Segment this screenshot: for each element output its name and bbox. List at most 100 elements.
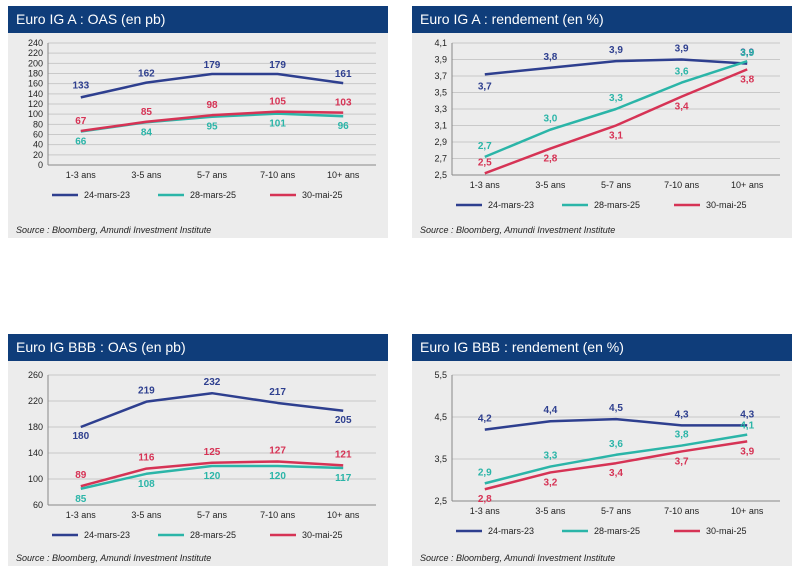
x-tick-label: 5-7 ans [197,170,228,180]
x-tick-label: 1-3 ans [470,180,501,190]
panel-a-yield: Euro IG A : rendement (en %) 2,5 2,7 2,9 3,… [412,6,792,238]
data-label: 2,9 [478,467,492,478]
data-label: 3,8 [740,74,754,85]
data-label: 180 [72,431,89,442]
legend-label: 30-mai-25 [706,200,747,210]
data-label: 108 [138,479,155,490]
data-label: 98 [206,100,218,111]
x-tick-label: 1-3 ans [66,510,97,520]
source-note: Source : Bloomberg, Amundi Investment In… [420,225,616,235]
y-tick-label: 2,9 [434,137,447,147]
data-label: 121 [335,449,352,460]
y-tick-label: 4,1 [434,38,447,48]
y-tick-label: 120 [28,99,43,109]
chart-area: 60 100 140 180 220 260 1-3 ans 3-5 ans 5-7 ans 7-… [8,361,388,566]
data-label: 96 [338,121,350,132]
data-label: 116 [138,453,155,464]
legend-label: 30-mai-25 [302,190,343,200]
series-line-2 [80,110,344,133]
x-tick-label: 5-7 ans [197,510,228,520]
data-label: 84 [141,127,153,138]
chart-title: Euro IG BBB : OAS (en pb) [8,334,388,361]
y-tick-label: 3,5 [434,454,447,464]
x-tick-label: 10+ ans [327,170,360,180]
x-tick-label: 1-3 ans [470,506,501,516]
y-tick-label: 3,5 [434,88,447,98]
source-note: Source : Bloomberg, Amundi Investment In… [16,225,212,235]
data-label: 3,2 [543,477,557,488]
data-label: 3,0 [543,114,557,125]
x-tick-label: 1-3 ans [66,170,97,180]
y-tick-label: 60 [33,130,43,140]
data-label: 3,6 [609,439,623,450]
series-line-1 [484,59,748,159]
data-label: 2,8 [543,154,557,165]
data-label: 3,8 [675,430,689,441]
data-label: 3,3 [543,451,557,462]
panel-a-oas: Euro IG A : OAS (en pb) 0 20 40 60 80 100 120 1… [8,6,388,238]
series-line-0 [80,72,344,99]
source-note: Source : Bloomberg, Amundi Investment In… [420,553,616,563]
y-tick-label: 220 [28,396,43,406]
chart-area: 2,5 3,5 4,5 5,5 1-3 ans 3-5 ans 5-7 ans 7-10 an… [412,361,792,566]
data-label: 3,4 [675,102,689,113]
chart-title: Euro IG A : rendement (en %) [412,6,792,33]
data-label: 103 [335,98,352,109]
y-tick-label: 2,5 [434,170,447,180]
x-tick-label: 3-5 ans [535,180,566,190]
y-tick-label: 180 [28,422,43,432]
data-label: 3,8 [543,52,557,63]
series-line-0 [80,391,344,429]
data-label: 2,5 [478,157,492,168]
y-tick-label: 3,7 [434,71,447,81]
data-label: 2,8 [478,494,492,505]
y-tick-label: 80 [33,119,43,129]
data-label: 95 [206,122,218,133]
x-tick-label: 7-10 ans [260,510,296,520]
y-tick-label: 4,5 [434,412,447,422]
data-label: 117 [335,473,352,484]
x-tick-label: 3-5 ans [131,170,162,180]
x-tick-label: 3-5 ans [131,510,162,520]
legend-label: 28-mars-25 [594,200,640,210]
x-tick-label: 7-10 ans [664,506,700,516]
data-label: 2,7 [478,141,492,152]
y-tick-label: 140 [28,89,43,99]
chart-a-yield: 2,5 2,7 2,9 3,1 3,3 3,5 3,7 3,9 4,1 1-3 ans 3-5 an… [434,38,780,210]
x-tick-label: 10+ ans [731,506,764,516]
x-tick-label: 7-10 ans [260,170,296,180]
chart-area: 0 20 40 60 80 100 120 140 160 180 200 220 240 1-3 ans… [8,33,388,238]
chart-bbb-oas: 60 100 140 180 220 260 1-3 ans 3-5 ans 5-7 ans 7-… [28,370,376,540]
data-label: 232 [204,377,221,388]
data-label: 120 [204,471,221,482]
data-label: 85 [141,107,153,118]
y-tick-label: 140 [28,448,43,458]
data-label: 120 [269,471,286,482]
y-tick-label: 3,1 [434,121,447,131]
series-line-0 [484,417,748,431]
y-tick-label: 160 [28,79,43,89]
data-label: 217 [269,387,286,398]
data-label: 4,2 [478,414,492,425]
data-label: 127 [269,445,286,456]
y-tick-label: 3,9 [434,55,447,65]
data-label: 66 [75,136,87,147]
legend-label: 24-mars-23 [84,190,130,200]
data-label: 179 [269,60,286,71]
legend-label: 30-mai-25 [706,526,747,536]
x-tick-label: 3-5 ans [535,506,566,516]
data-label: 3,1 [609,131,623,142]
y-tick-label: 60 [33,500,43,510]
data-label: 3,9 [675,44,689,55]
legend-label: 28-mars-25 [190,530,236,540]
legend-label: 28-mars-25 [594,526,640,536]
data-label: 4,1 [740,421,754,432]
data-label: 4,3 [740,409,754,420]
data-label: 3,9 [740,446,754,457]
data-label: 125 [204,447,221,458]
legend-label: 30-mai-25 [302,530,343,540]
panel-bbb-oas: Euro IG BBB : OAS (en pb) 60 100 140 180 220… [8,334,388,566]
chart-bbb-yield: 2,5 3,5 4,5 5,5 1-3 ans 3-5 ans 5-7 ans 7-10 an… [434,370,780,536]
chart-title: Euro IG BBB : rendement (en %) [412,334,792,361]
